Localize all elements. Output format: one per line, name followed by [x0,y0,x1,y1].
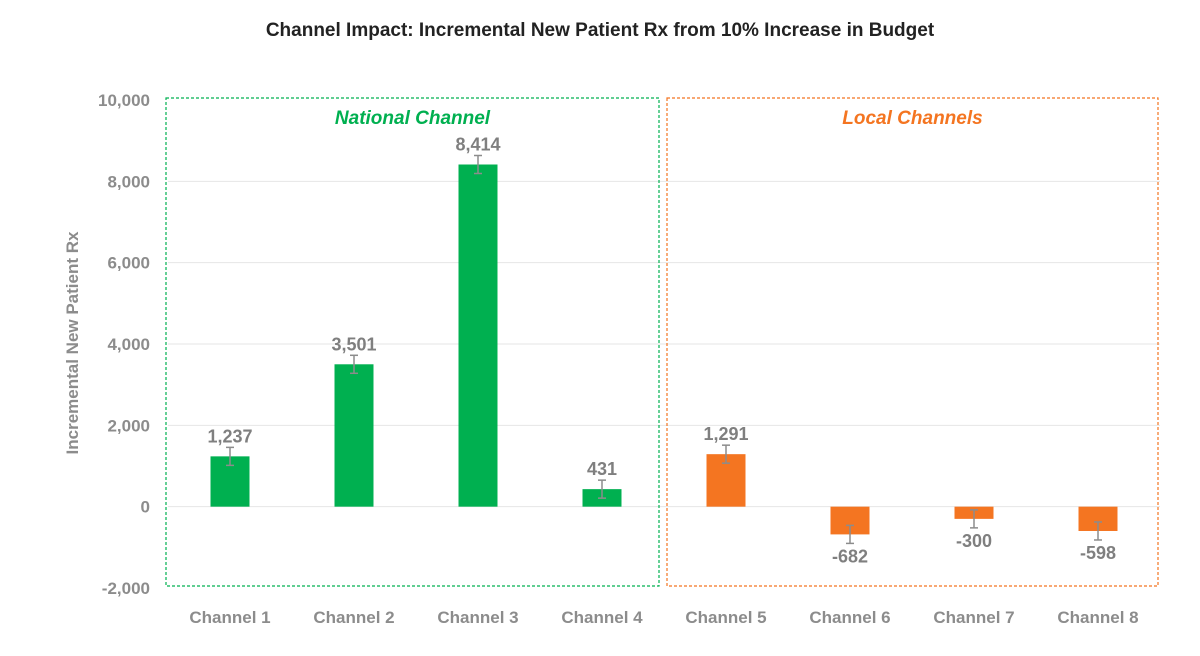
data-label: -598 [1080,543,1116,563]
bar [334,364,374,507]
x-tick-label: Channel 7 [933,608,1014,627]
x-tick-label: Channel 1 [189,608,270,627]
y-tick-label: 4,000 [107,335,150,354]
error-bars [226,154,1102,545]
group-box [666,97,1159,587]
data-label: 3,501 [331,334,376,354]
y-tick-label: 2,000 [107,416,150,435]
data-label: 1,291 [703,424,748,444]
data-label: 1,237 [207,426,252,446]
x-tick-label: Channel 8 [1057,608,1138,627]
x-tick-label: Channel 2 [313,608,394,627]
group-boxes: National Channel Local Channels [165,97,1159,587]
x-axis-ticks: Channel 1 Channel 2 Channel 3 Channel 4 Chan… [189,608,1138,627]
data-labels: 1,237 3,501 8,414 431 1,291 -682 -300 -598 [207,134,1116,566]
x-tick-label: Channel 6 [809,608,890,627]
bar [458,164,498,507]
chart-title: Channel Impact: Incremental New Patient … [265,20,935,41]
group-label: National Channel [335,108,491,129]
data-label: -300 [956,531,992,551]
gridlines [168,180,1160,508]
y-tick-label: 10,000 [98,91,150,110]
y-tick-label: 8,000 [107,172,150,191]
y-tick-label: -2,000 [102,579,150,598]
y-axis-ticks: -2,000 0 2,000 4,000 6,000 8,000 10,000 [98,91,150,598]
y-tick-label: 6,000 [107,254,150,273]
x-tick-label: Channel 4 [561,608,643,627]
y-tick-label: 0 [141,498,150,517]
data-label: 8,414 [455,134,500,154]
group-label: Local Channels [842,108,982,129]
group-box [165,97,660,587]
x-tick-label: Channel 5 [685,608,766,627]
data-label: -682 [832,546,868,566]
x-tick-label: Channel 3 [437,608,518,627]
data-label: 431 [587,459,617,479]
y-axis-title: Incremental New Patient Rx [63,231,82,455]
